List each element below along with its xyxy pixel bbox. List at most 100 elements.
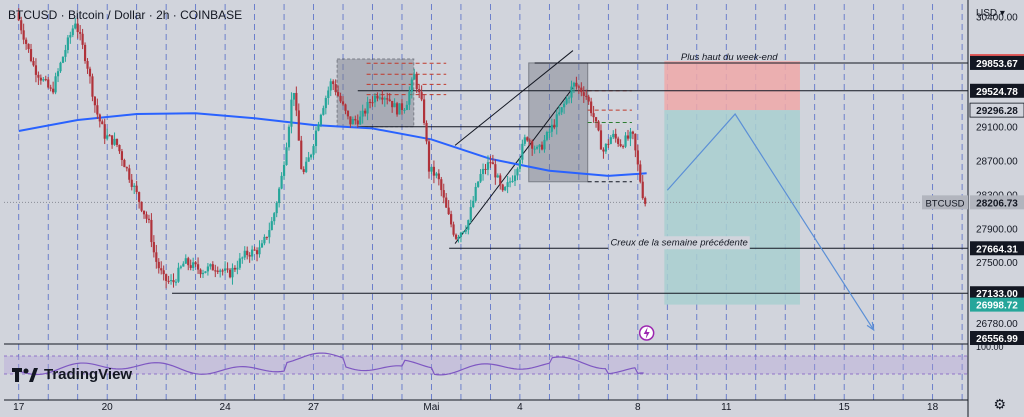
price-label-bg bbox=[970, 331, 1024, 345]
candle-body bbox=[393, 103, 396, 108]
candle-body bbox=[599, 130, 603, 150]
target-zone bbox=[664, 110, 800, 305]
candle-body bbox=[49, 87, 52, 89]
candle-body bbox=[238, 258, 241, 268]
time-tick-label: 15 bbox=[839, 402, 851, 413]
symbol-interval: 2h bbox=[156, 8, 170, 22]
candle-body bbox=[211, 264, 214, 271]
candle-body bbox=[518, 159, 522, 169]
candle-body bbox=[378, 97, 381, 99]
tradingview-logo[interactable]: TradingView bbox=[12, 366, 132, 383]
candle-body bbox=[96, 105, 99, 115]
candle-body bbox=[25, 39, 28, 44]
candle-body bbox=[110, 135, 114, 145]
candle-body bbox=[251, 249, 254, 257]
candle-body bbox=[418, 89, 421, 93]
candle-body bbox=[165, 274, 168, 281]
candle-body bbox=[300, 140, 303, 170]
time-tick-label: 27 bbox=[308, 402, 320, 413]
settings-gear-icon[interactable]: ⚙ bbox=[993, 396, 1006, 412]
candle-body bbox=[66, 37, 69, 51]
candle-body bbox=[508, 181, 512, 183]
candle-body bbox=[408, 91, 411, 105]
candle-body bbox=[138, 192, 141, 202]
candle-body bbox=[302, 169, 305, 172]
candle-body bbox=[457, 236, 460, 239]
candle-body bbox=[604, 143, 607, 152]
time-tick-label: 18 bbox=[927, 402, 939, 413]
projection-arrow bbox=[666, 113, 875, 331]
candle-body bbox=[115, 138, 119, 145]
price-label-bg bbox=[970, 195, 1024, 210]
candle-body bbox=[545, 131, 549, 140]
price-label: 27664.31 bbox=[976, 244, 1018, 255]
candle-body bbox=[319, 114, 323, 125]
candle-body bbox=[383, 98, 386, 100]
candle-body bbox=[582, 92, 585, 96]
candle-body bbox=[282, 164, 286, 176]
candle-body bbox=[415, 74, 418, 90]
candle-body bbox=[398, 103, 401, 115]
candle-body bbox=[295, 92, 298, 111]
price-label: 29524.78 bbox=[976, 87, 1018, 98]
candle-body bbox=[427, 141, 431, 172]
price-tick-label: 27900.00 bbox=[976, 224, 1018, 235]
symbol-tag-bg bbox=[922, 195, 968, 210]
candle-body bbox=[644, 198, 647, 204]
candle-body bbox=[260, 243, 264, 248]
price-tick-label: 29100.00 bbox=[976, 123, 1018, 134]
candle-body bbox=[337, 92, 340, 96]
price-label-bg bbox=[970, 286, 1024, 301]
candle-body bbox=[494, 164, 497, 178]
candle-body bbox=[435, 173, 438, 176]
candle-body bbox=[617, 138, 620, 145]
candle-body bbox=[580, 87, 583, 93]
candle-body bbox=[64, 50, 67, 57]
symbol-quote: Dollar bbox=[114, 8, 146, 22]
time-tick-label: 24 bbox=[220, 402, 232, 413]
price-label: 29853.67 bbox=[976, 59, 1018, 70]
candle-body bbox=[108, 135, 111, 137]
candle-body bbox=[560, 107, 563, 113]
price-label-bg bbox=[970, 83, 1024, 98]
candle-body bbox=[253, 249, 256, 251]
candle-body bbox=[305, 161, 308, 172]
channel-line bbox=[454, 50, 574, 146]
candle-body bbox=[450, 214, 453, 225]
candle-body bbox=[204, 271, 207, 273]
time-tick-label: 20 bbox=[102, 402, 114, 413]
candle-body bbox=[361, 110, 364, 117]
candle-body bbox=[553, 124, 556, 128]
candle-body bbox=[629, 131, 632, 139]
symbol-exchange: COINBASE bbox=[180, 8, 243, 22]
candle-body bbox=[555, 114, 558, 128]
candle-body bbox=[199, 269, 202, 275]
candle-body bbox=[634, 133, 637, 151]
candle-body bbox=[196, 264, 200, 270]
candle-body bbox=[602, 149, 605, 152]
candle-body bbox=[278, 188, 281, 203]
candle-body bbox=[344, 104, 347, 111]
candle-body bbox=[194, 262, 197, 265]
candle-body bbox=[209, 264, 212, 267]
candle-body bbox=[422, 99, 426, 123]
candle-body bbox=[275, 202, 278, 214]
candle-body bbox=[147, 218, 151, 220]
candle-body bbox=[120, 151, 124, 160]
symbol-title[interactable]: BTCUSD · Bitcoin / Dollar · 2h · COINBAS… bbox=[8, 8, 243, 22]
candle-body bbox=[172, 280, 175, 283]
rsi-scale-label: 100.00 bbox=[976, 342, 1004, 352]
candle-body bbox=[376, 95, 379, 99]
candle-body bbox=[69, 35, 72, 38]
candle-body bbox=[575, 82, 578, 87]
annotation-background bbox=[608, 236, 750, 250]
candle-body bbox=[128, 168, 131, 180]
candle-body bbox=[221, 270, 224, 272]
candle-body bbox=[454, 234, 458, 239]
candle-body bbox=[233, 267, 237, 270]
previous-week-low-label: Creux de la semaine précédente bbox=[610, 237, 747, 248]
candle-body bbox=[405, 104, 408, 110]
time-tick-label: 11 bbox=[721, 402, 732, 413]
candle-body bbox=[523, 137, 526, 144]
